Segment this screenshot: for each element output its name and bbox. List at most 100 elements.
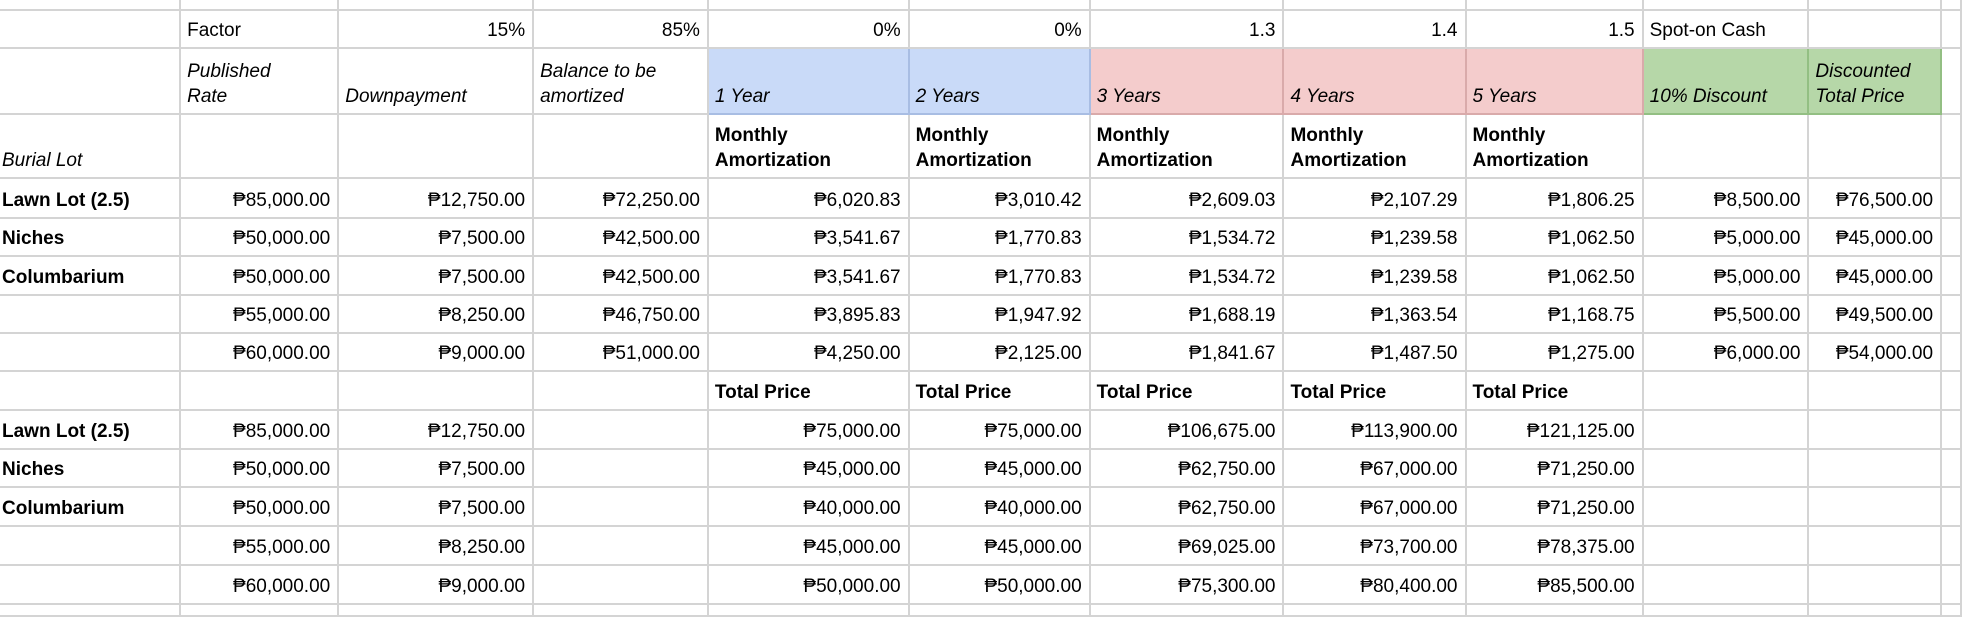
amount-cell[interactable]: ₱1,487.50 — [1282, 332, 1467, 372]
monthly-amortization-label[interactable] — [179, 113, 340, 179]
cell[interactable] — [1940, 294, 1962, 334]
amount-cell[interactable]: ₱40,000.00 — [706, 486, 910, 527]
total-price-label[interactable] — [179, 370, 340, 411]
cell[interactable] — [0, 0, 182, 11]
amount-cell[interactable] — [1641, 525, 1810, 566]
cell[interactable] — [1940, 0, 1962, 11]
amount-cell[interactable]: ₱49,500.00 — [1807, 294, 1943, 334]
amount-cell[interactable]: ₱1,806.25 — [1464, 177, 1644, 219]
amount-cell[interactable]: ₱67,000.00 — [1282, 448, 1467, 488]
column-header-cell[interactable]: Published Rate — [179, 47, 340, 115]
amount-cell[interactable]: ₱1,534.72 — [1088, 255, 1285, 296]
amount-cell[interactable]: ₱12,750.00 — [337, 177, 535, 219]
cell[interactable] — [532, 603, 709, 617]
amount-cell[interactable]: ₱55,000.00 — [179, 525, 340, 566]
amount-cell[interactable]: ₱1,275.00 — [1464, 332, 1644, 372]
amount-cell[interactable]: ₱2,125.00 — [907, 332, 1091, 372]
amount-cell[interactable]: ₱5,000.00 — [1641, 255, 1810, 296]
cell[interactable] — [1464, 603, 1644, 617]
amount-cell[interactable] — [532, 486, 709, 527]
monthly-amortization-label[interactable] — [337, 113, 535, 179]
amount-cell[interactable]: ₱45,000.00 — [706, 525, 910, 566]
amount-cell[interactable]: ₱6,000.00 — [1641, 332, 1810, 372]
amount-cell[interactable] — [1641, 486, 1810, 527]
cell[interactable] — [907, 0, 1091, 11]
total-price-label[interactable] — [532, 370, 709, 411]
amount-cell[interactable]: ₱3,010.42 — [907, 177, 1091, 219]
monthly-amortization-label[interactable] — [532, 113, 709, 179]
amount-cell[interactable]: ₱75,000.00 — [706, 409, 910, 450]
amount-cell[interactable]: ₱3,541.67 — [706, 217, 910, 257]
amount-cell[interactable]: ₱78,375.00 — [1464, 525, 1644, 566]
factor-cell[interactable]: 85% — [532, 9, 709, 49]
amount-cell[interactable] — [1807, 486, 1943, 527]
monthly-amortization-label[interactable] — [1641, 113, 1810, 179]
amount-cell[interactable]: ₱1,062.50 — [1464, 217, 1644, 257]
amount-cell[interactable]: ₱1,770.83 — [907, 217, 1091, 257]
amount-cell[interactable]: ₱62,750.00 — [1088, 448, 1285, 488]
amount-cell[interactable]: ₱75,300.00 — [1088, 564, 1285, 605]
cell[interactable] — [1940, 564, 1962, 605]
cell[interactable] — [0, 603, 182, 617]
cell[interactable] — [1940, 113, 1962, 179]
cell[interactable] — [1088, 0, 1285, 11]
amount-cell[interactable]: ₱85,000.00 — [179, 409, 340, 450]
total-price-label[interactable] — [337, 370, 535, 411]
lot-type-cell[interactable] — [0, 564, 182, 605]
amount-cell[interactable]: ₱1,239.58 — [1282, 217, 1467, 257]
monthly-amortization-label[interactable]: Monthly Amortization — [1464, 113, 1644, 179]
amount-cell[interactable]: ₱71,250.00 — [1464, 448, 1644, 488]
amount-cell[interactable] — [1807, 409, 1943, 450]
amount-cell[interactable] — [532, 409, 709, 450]
amount-cell[interactable]: ₱2,609.03 — [1088, 177, 1285, 219]
amount-cell[interactable]: ₱3,541.67 — [706, 255, 910, 296]
column-header-cell[interactable]: Balance to be amortized — [532, 47, 709, 115]
amount-cell[interactable] — [1807, 448, 1943, 488]
amount-cell[interactable] — [1641, 409, 1810, 450]
amount-cell[interactable]: ₱1,841.67 — [1088, 332, 1285, 372]
cell[interactable] — [1940, 177, 1962, 219]
amount-cell[interactable]: ₱7,500.00 — [337, 448, 535, 488]
factor-cell[interactable]: 1.4 — [1282, 9, 1467, 49]
lot-type-cell[interactable] — [0, 332, 182, 372]
cell[interactable] — [907, 603, 1091, 617]
amount-cell[interactable]: ₱42,500.00 — [532, 255, 709, 296]
amount-cell[interactable]: ₱45,000.00 — [706, 448, 910, 488]
cell[interactable] — [1940, 486, 1962, 527]
amount-cell[interactable]: ₱50,000.00 — [179, 448, 340, 488]
cell[interactable] — [532, 0, 709, 11]
cell[interactable] — [706, 603, 910, 617]
amount-cell[interactable]: ₱85,500.00 — [1464, 564, 1644, 605]
factor-cell[interactable]: 0% — [907, 9, 1091, 49]
amount-cell[interactable]: ₱3,895.83 — [706, 294, 910, 334]
amount-cell[interactable]: ₱1,363.54 — [1282, 294, 1467, 334]
amount-cell[interactable]: ₱46,750.00 — [532, 294, 709, 334]
total-price-label[interactable]: Total Price — [907, 370, 1091, 411]
lot-type-cell[interactable]: Columbarium — [0, 255, 182, 296]
total-price-label[interactable] — [0, 370, 182, 411]
amount-cell[interactable] — [532, 525, 709, 566]
column-header-cell[interactable]: 1 Year — [706, 47, 910, 115]
cell[interactable] — [1940, 370, 1962, 411]
amount-cell[interactable]: ₱50,000.00 — [706, 564, 910, 605]
amount-cell[interactable]: ₱1,947.92 — [907, 294, 1091, 334]
factor-cell[interactable]: 1.3 — [1088, 9, 1285, 49]
amount-cell[interactable]: ₱62,750.00 — [1088, 486, 1285, 527]
amount-cell[interactable]: ₱42,500.00 — [532, 217, 709, 257]
amount-cell[interactable]: ₱71,250.00 — [1464, 486, 1644, 527]
cell[interactable] — [337, 603, 535, 617]
column-header-cell[interactable] — [0, 47, 182, 115]
factor-cell[interactable]: 1.5 — [1464, 9, 1644, 49]
amount-cell[interactable]: ₱5,000.00 — [1641, 217, 1810, 257]
cell[interactable] — [179, 0, 340, 11]
factor-cell[interactable]: 15% — [337, 9, 535, 49]
total-price-label[interactable]: Total Price — [1282, 370, 1467, 411]
factor-cell[interactable] — [0, 9, 182, 49]
monthly-amortization-label[interactable]: Monthly Amortization — [706, 113, 910, 179]
amount-cell[interactable]: ₱54,000.00 — [1807, 332, 1943, 372]
amount-cell[interactable]: ₱1,168.75 — [1464, 294, 1644, 334]
cell[interactable] — [1940, 255, 1962, 296]
amount-cell[interactable]: ₱1,688.19 — [1088, 294, 1285, 334]
cell[interactable] — [1282, 0, 1467, 11]
total-price-label[interactable] — [1807, 370, 1943, 411]
